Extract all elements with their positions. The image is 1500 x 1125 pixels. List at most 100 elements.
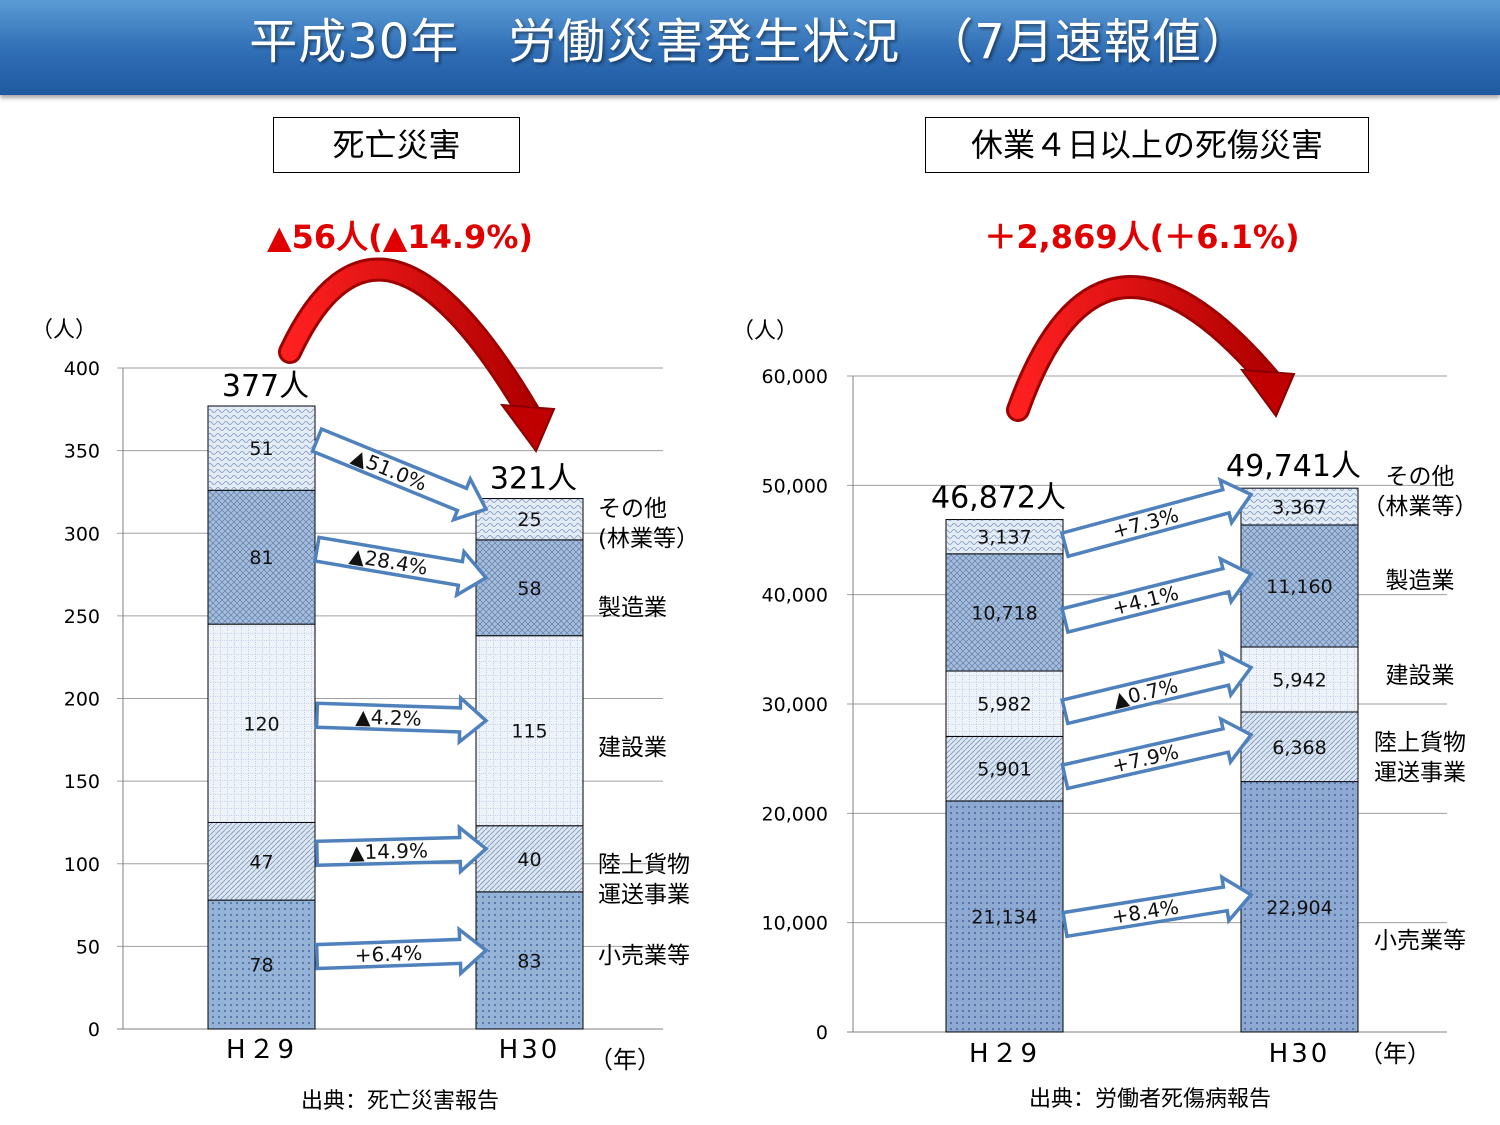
x-tick-label: H30 (1269, 1039, 1331, 1069)
bar-pattern-land-freight (946, 736, 1063, 801)
total-label: 46,872人 (931, 481, 1066, 516)
y-unit-label: （人） (31, 318, 97, 343)
bar-pattern-retail (946, 800, 1063, 1032)
bar-pattern-land-freight (1241, 711, 1358, 782)
total-label: 321人 (490, 462, 577, 497)
data-label: 3,367 (1272, 497, 1326, 519)
legend-label: 運送事業 (1374, 760, 1466, 786)
y-tick-label: 200 (64, 689, 100, 711)
y-tick-label: 150 (64, 771, 100, 793)
data-label: 120 (243, 713, 279, 735)
change-label: +7.3% (1110, 503, 1181, 544)
bar-pattern-other (476, 498, 583, 540)
left-source-note: 出典：死亡災害報告 (300, 1089, 499, 1114)
data-label: 6,368 (1272, 737, 1326, 759)
data-label: 115 (511, 721, 547, 743)
bar-pattern-other (946, 519, 1063, 554)
change-label: ▲4.2% (355, 705, 422, 731)
fatal-accidents-chart: 0 50 100 150 200 250 300 350 400 （人） 78 47 120 81 51 H２… (31, 257, 699, 1074)
right-panel-title: 休業４日以上の死傷災害 (925, 117, 1369, 173)
change-arrow (310, 426, 489, 523)
change-arrow (314, 694, 489, 746)
bar-pattern-retail (476, 891, 583, 1029)
y-tick-label: 0 (816, 1022, 828, 1044)
data-label: 78 (249, 955, 273, 977)
total-label: 377人 (222, 369, 309, 404)
change-label: ▲51.0% (348, 444, 430, 496)
change-arrow (1060, 648, 1254, 726)
data-label: 10,718 (971, 602, 1037, 624)
change-arrow (1059, 476, 1254, 559)
y-tick-label: 50 (76, 936, 100, 958)
y-unit-label: （人） (732, 319, 798, 344)
y-tick-label: 50,000 (762, 475, 828, 497)
change-label: ▲14.9% (349, 838, 429, 864)
legend-label: 建設業 (1386, 663, 1455, 689)
data-label: 51 (249, 438, 273, 460)
change-arrow (312, 535, 489, 599)
legend-label: 陸上貨物 (598, 852, 690, 878)
legend-label: 製造業 (1386, 568, 1455, 594)
data-label: 5,942 (1272, 669, 1326, 691)
y-tick-label: 0 (88, 1019, 100, 1041)
page-title: 平成30年 労働災害発生状況 （7月速報値） (249, 14, 1251, 70)
data-label: 81 (249, 547, 273, 569)
right-change-summary: ＋2,869人(＋6.1%) (984, 218, 1300, 256)
y-tick-label: 400 (64, 358, 100, 380)
bar-pattern-manufacturing (476, 539, 583, 636)
data-label: 58 (517, 578, 541, 600)
injury-accidents-chart: 0 10,000 20,000 30,000 40,000 50,000 60,000 （人）… (732, 275, 1478, 1069)
data-label: 11,160 (1266, 576, 1332, 598)
data-label: 25 (517, 509, 541, 531)
x-unit-label: （年） (1359, 1040, 1431, 1068)
y-tick-label: 40,000 (762, 585, 828, 607)
data-label: 47 (249, 851, 273, 873)
bar-pattern-other (208, 406, 315, 491)
legend-label: (林業等） (598, 526, 699, 552)
bar-pattern-manufacturing (946, 553, 1063, 672)
change-arrow (314, 823, 489, 876)
y-tick-label: 300 (64, 523, 100, 545)
y-tick-label: 30,000 (762, 694, 828, 716)
right-source-note: 出典：労働者死傷病報告 (1028, 1087, 1271, 1112)
data-label: 5,901 (977, 759, 1031, 781)
bar-pattern-land-freight (476, 825, 583, 892)
data-label: 21,134 (971, 906, 1037, 928)
bar-pattern-manufacturing (1241, 524, 1358, 647)
bar-pattern-other (1241, 488, 1358, 525)
legend-label: （林業等） (1363, 494, 1478, 520)
bar-pattern-manufacturing (208, 490, 315, 625)
trend-arrowhead-icon (1239, 368, 1296, 418)
legend-label: その他 (1386, 464, 1455, 490)
header-bar: 平成30年 労働災害発生状況 （7月速報値） (0, 0, 1500, 95)
left-panel-title: 死亡災害 (273, 117, 520, 173)
x-tick-label: H２9 (969, 1039, 1040, 1069)
trend-arrow-icon (281, 260, 539, 424)
data-label: 40 (517, 849, 541, 871)
bar-pattern-construction (208, 624, 315, 823)
change-arrow (1059, 555, 1254, 635)
change-label: +6.4% (354, 941, 422, 967)
y-tick-label: 20,000 (762, 803, 828, 825)
change-arrow (1060, 715, 1254, 791)
trend-arrow-icon (1009, 278, 1279, 419)
legend-label: 建設業 (598, 735, 667, 761)
bar-pattern-construction (476, 635, 583, 826)
trend-arrowhead-icon (499, 403, 556, 453)
data-label: 5,982 (977, 694, 1031, 716)
bar-pattern-construction (946, 671, 1063, 737)
y-tick-label: 350 (64, 441, 100, 463)
y-tick-label: 250 (64, 606, 100, 628)
y-tick-label: 10,000 (762, 913, 828, 935)
y-tick-label: 60,000 (762, 366, 828, 388)
legend-label: 製造業 (598, 595, 667, 621)
bar-pattern-retail (208, 900, 315, 1029)
data-label: 3,137 (977, 527, 1031, 549)
data-label: 22,904 (1266, 897, 1332, 919)
change-arrow (314, 925, 489, 978)
legend-label: 陸上貨物 (1374, 730, 1466, 756)
bar-pattern-construction (1241, 646, 1358, 712)
x-unit-label: （年） (589, 1046, 661, 1074)
legend-label: 運送事業 (598, 882, 690, 908)
